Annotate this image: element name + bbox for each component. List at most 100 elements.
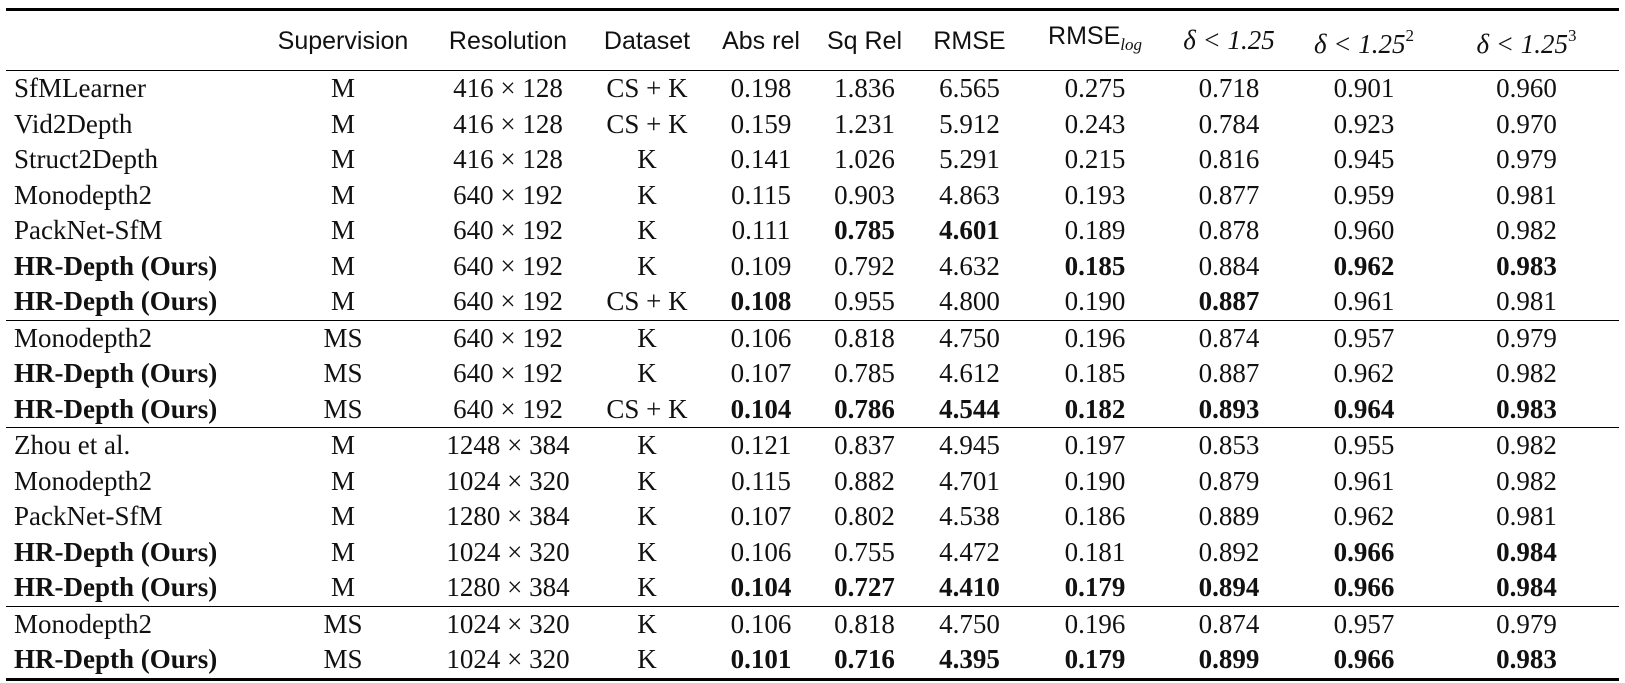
abs-rel-cell: 0.159 xyxy=(730,108,792,139)
method-cell: Monodepth2 xyxy=(14,322,152,353)
method-cell: Monodepth2 xyxy=(14,608,152,639)
delta-1-cell: 0.887 xyxy=(1198,286,1260,317)
abs-rel-cell: 0.106 xyxy=(730,608,792,639)
supervision-cell: MS xyxy=(323,393,363,424)
resolution-cell: 640 × 192 xyxy=(453,393,563,424)
rmse-cell: 4.632 xyxy=(939,250,1000,281)
supervision-cell: M xyxy=(330,501,355,532)
header-delta-3-sup: 3 xyxy=(1568,26,1577,45)
method-cell: HR-Depth (Ours) xyxy=(14,250,218,281)
delta-1-cell: 0.884 xyxy=(1198,250,1260,281)
abs-rel-cell: 0.104 xyxy=(730,572,792,603)
table-row: PackNet-SfM M 640 × 192 K 0.111 0.785 4.601 0.1… xyxy=(6,213,1619,249)
delta-3-cell: 0.983 xyxy=(1496,250,1557,281)
delta-3-cell: 0.981 xyxy=(1496,286,1557,317)
rmse-log-cell: 0.190 xyxy=(1064,286,1126,317)
supervision-cell: M xyxy=(330,572,355,603)
sq-rel-cell: 0.755 xyxy=(834,536,895,567)
table-row: PackNet-SfM M 1280 × 384 K 0.107 0.802 4.538 0.… xyxy=(6,499,1619,535)
delta-1-cell: 0.893 xyxy=(1198,393,1260,424)
supervision-cell: M xyxy=(330,108,355,139)
resolution-cell: 640 × 192 xyxy=(453,215,563,246)
resolution-cell: 640 × 192 xyxy=(453,322,563,353)
rmse-cell: 4.750 xyxy=(939,322,1000,353)
delta-2-cell: 0.957 xyxy=(1333,322,1395,353)
rmse-log-cell: 0.181 xyxy=(1064,536,1126,567)
delta-1-cell: 0.899 xyxy=(1198,644,1260,675)
supervision-cell: M xyxy=(330,73,355,104)
delta-2-cell: 0.959 xyxy=(1333,179,1395,210)
method-cell: PackNet-SfM xyxy=(14,501,163,532)
header-delta-2: δ < 1.252 xyxy=(1294,10,1434,71)
dataset-cell: K xyxy=(637,608,657,639)
table-row: Struct2Depth M 416 × 128 K 0.141 1.026 5.291 0.… xyxy=(6,142,1619,178)
dataset-cell: CS + K xyxy=(606,73,688,104)
sq-rel-cell: 0.792 xyxy=(834,250,895,281)
resolution-cell: 1024 × 320 xyxy=(446,608,570,639)
abs-rel-cell: 0.104 xyxy=(730,393,792,424)
abs-rel-cell: 0.121 xyxy=(730,430,792,461)
dataset-cell: K xyxy=(637,501,657,532)
table-row: Vid2Depth M 416 × 128 CS + K 0.159 1.231 5.912… xyxy=(6,107,1619,143)
header-delta-3: δ < 1.253 xyxy=(1434,10,1619,71)
table-row: HR-Depth (Ours) M 640 × 192 K 0.109 0.792 4.63… xyxy=(6,249,1619,285)
abs-rel-cell: 0.106 xyxy=(730,536,792,567)
method-cell: Monodepth2 xyxy=(14,465,152,496)
abs-rel-cell: 0.108 xyxy=(730,286,792,317)
sq-rel-cell: 0.802 xyxy=(834,501,895,532)
results-table: Supervision Resolution Dataset Abs rel S… xyxy=(6,8,1619,681)
header-dataset: Dataset xyxy=(603,26,691,55)
rmse-cell: 5.912 xyxy=(939,108,1000,139)
dataset-cell: K xyxy=(637,536,657,567)
rmse-cell: 5.291 xyxy=(939,144,1000,175)
rmse-log-cell: 0.182 xyxy=(1064,393,1126,424)
delta-1-cell: 0.853 xyxy=(1198,430,1260,461)
rmse-log-cell: 0.196 xyxy=(1064,608,1126,639)
delta-2-cell: 0.960 xyxy=(1333,215,1395,246)
delta-2-cell: 0.961 xyxy=(1333,465,1395,496)
method-cell: Monodepth2 xyxy=(14,179,152,210)
table-row: HR-Depth (Ours) MS 640 × 192 CS + K 0.104 0.7… xyxy=(6,392,1619,428)
delta-1-cell: 0.718 xyxy=(1198,73,1260,104)
method-cell: Struct2Depth xyxy=(14,144,158,175)
abs-rel-cell: 0.107 xyxy=(730,358,792,389)
table-group: Monodepth2 MS 640 × 192 K 0.106 0.818 4.750 0.1… xyxy=(6,320,1619,428)
delta-2-cell: 0.964 xyxy=(1333,393,1395,424)
delta-3-cell: 0.970 xyxy=(1496,108,1557,139)
sq-rel-cell: 0.727 xyxy=(834,572,895,603)
rmse-cell: 4.395 xyxy=(939,644,1000,675)
dataset-cell: K xyxy=(637,179,657,210)
header-rmse-log-main: RMSE xyxy=(1048,22,1121,50)
sq-rel-cell: 0.785 xyxy=(834,358,895,389)
resolution-cell: 416 × 128 xyxy=(453,108,563,139)
method-cell: HR-Depth (Ours) xyxy=(14,572,218,603)
delta-3-cell: 0.981 xyxy=(1496,179,1557,210)
delta-3-cell: 0.982 xyxy=(1496,430,1557,461)
delta-3-cell: 0.982 xyxy=(1496,358,1557,389)
resolution-cell: 1024 × 320 xyxy=(446,536,570,567)
rmse-log-cell: 0.179 xyxy=(1064,572,1126,603)
supervision-cell: M xyxy=(330,536,355,567)
supervision-cell: M xyxy=(330,144,355,175)
header-rmse: RMSE xyxy=(933,26,1006,55)
dataset-cell: CS + K xyxy=(606,286,688,317)
rmse-log-cell: 0.243 xyxy=(1064,108,1126,139)
sq-rel-cell: 1.836 xyxy=(834,73,895,104)
resolution-cell: 640 × 192 xyxy=(453,286,563,317)
rmse-log-cell: 0.190 xyxy=(1064,465,1126,496)
abs-rel-cell: 0.198 xyxy=(730,73,792,104)
delta-1-cell: 0.889 xyxy=(1198,501,1260,532)
method-cell: HR-Depth (Ours) xyxy=(14,286,218,317)
table-row: Monodepth2 M 640 × 192 K 0.115 0.903 4.863 0.19… xyxy=(6,178,1619,214)
resolution-cell: 1024 × 320 xyxy=(446,644,570,675)
method-cell: HR-Depth (Ours) xyxy=(14,358,218,389)
delta-3-cell: 0.979 xyxy=(1496,322,1557,353)
resolution-cell: 416 × 128 xyxy=(453,144,563,175)
method-cell: HR-Depth (Ours) xyxy=(14,536,218,567)
supervision-cell: M xyxy=(330,430,355,461)
dataset-cell: CS + K xyxy=(606,393,688,424)
delta-2-cell: 0.962 xyxy=(1333,501,1395,532)
rmse-cell: 4.472 xyxy=(939,536,1000,567)
rmse-cell: 4.410 xyxy=(939,572,1000,603)
abs-rel-cell: 0.115 xyxy=(731,179,791,210)
